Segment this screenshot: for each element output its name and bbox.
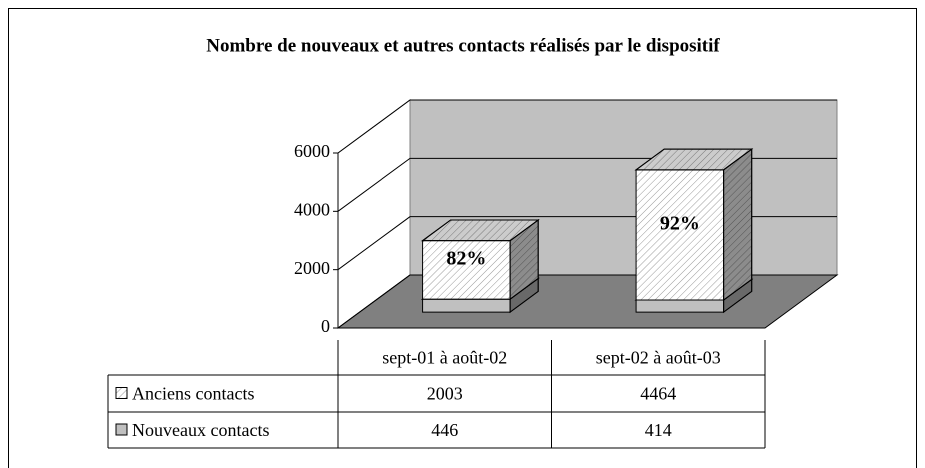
y-tick-label: 6000	[294, 141, 330, 161]
table-value: 2003	[427, 384, 463, 404]
y-tick-label: 0	[321, 316, 330, 336]
floor	[336, 274, 839, 329]
table-value: 4464	[640, 384, 676, 404]
legend-swatch	[115, 387, 128, 399]
table-value: 446	[431, 420, 458, 440]
y-tick-label: 2000	[294, 258, 330, 278]
bar-front	[422, 298, 511, 313]
annotation: 82%	[446, 247, 486, 269]
table-value: 414	[645, 420, 672, 440]
y-tick-label: 4000	[294, 199, 330, 219]
legend-swatch	[115, 423, 128, 436]
x-tick-label: sept-01 à août-02	[382, 348, 507, 368]
bar-side-shade	[723, 148, 753, 302]
bar-front	[635, 169, 725, 301]
chart-title: Nombre de nouveaux et autres contacts ré…	[206, 35, 720, 56]
x-tick-label: sept-02 à août-03	[596, 348, 721, 368]
legend-label: Anciens contacts	[132, 384, 254, 404]
bar-front	[635, 299, 725, 313]
legend-label: Nouveaux contacts	[132, 420, 269, 440]
annotation: 92%	[660, 213, 700, 235]
bar-top-shade	[634, 148, 754, 171]
grid-line	[337, 99, 837, 154]
bar-top-shade	[421, 219, 540, 242]
